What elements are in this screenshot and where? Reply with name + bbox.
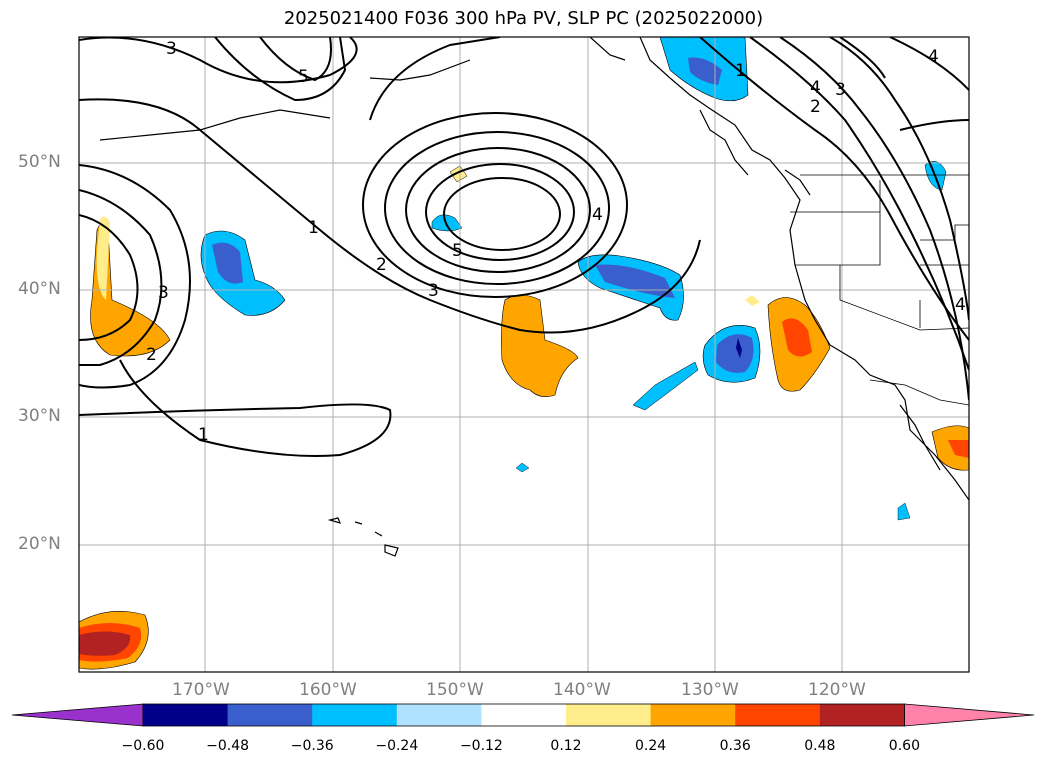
- colorbar-extend-high: [904, 703, 1035, 727]
- colorbar-segment: [819, 704, 905, 726]
- contour-label: 4: [592, 205, 603, 225]
- colorbar-tick-label: 0.36: [719, 738, 751, 754]
- colorbar-segment: [396, 704, 482, 726]
- contour-label: 2: [810, 97, 821, 117]
- contour-label: 1: [308, 218, 319, 238]
- slp-contours: [79, 37, 969, 457]
- colorbar-segment: [312, 704, 398, 726]
- lat-label: 30°N: [18, 406, 61, 426]
- map-title: 2025021400 F036 300 hPa PV, SLP PC (2025…: [283, 8, 764, 29]
- contour-label: 5: [452, 241, 463, 261]
- colorbar-extend-low: [11, 703, 144, 727]
- colorbar-tick-label: −0.60: [121, 738, 165, 754]
- map-frame: [78, 36, 970, 673]
- colorbar-segment: [227, 704, 313, 726]
- graticule: [79, 37, 969, 672]
- lat-label: 40°N: [18, 279, 61, 299]
- contour-label: 4: [955, 295, 966, 315]
- lon-label: 120°W: [808, 680, 866, 700]
- colorbar-segment: [481, 704, 567, 726]
- contour-label: 3: [158, 283, 169, 303]
- lon-label: 170°W: [172, 680, 230, 700]
- contour-label: 1: [198, 425, 209, 445]
- pv-positive-central: [501, 294, 579, 397]
- lon-label: 140°W: [553, 680, 611, 700]
- contour-label: 3: [428, 281, 439, 301]
- political-borders: [790, 174, 969, 406]
- lon-label: 150°W: [426, 680, 484, 700]
- colorbar-segment: [650, 704, 736, 726]
- colorbar-tick-label: 0.12: [550, 738, 582, 754]
- colorbar-segment: [566, 704, 652, 726]
- contour-label: 4: [810, 78, 821, 98]
- contour-label: 2: [146, 345, 157, 365]
- colorbar-tick-label: 0.48: [804, 738, 836, 754]
- contour-label: 1: [735, 61, 746, 81]
- contour-label: 3: [835, 80, 846, 100]
- colorbar-segment: [735, 704, 821, 726]
- colorbar-tick-label: −0.36: [290, 738, 334, 754]
- contour-labels: 3 5 1 2 4 5 3 1 2 3 4 2 1 3 4 4: [146, 39, 966, 445]
- lon-label: 160°W: [299, 680, 357, 700]
- colorbar-tick-label: −0.24: [375, 738, 419, 754]
- colorbar-tick-label: 0.24: [635, 738, 667, 754]
- contour-label: 4: [928, 47, 939, 67]
- colorbar-tick-label: −0.48: [206, 738, 250, 754]
- colorbar-tick-label: 0.60: [888, 738, 920, 754]
- colorbar-frame: [142, 703, 905, 727]
- lat-label: 50°N: [18, 152, 61, 172]
- lon-label: 130°W: [681, 680, 739, 700]
- contour-label: 3: [166, 39, 177, 59]
- colorbar-tick-label: −0.12: [459, 738, 503, 754]
- colorbar-segment: [143, 704, 229, 726]
- pv-positive-mexico: [931, 425, 969, 471]
- map-panel: 3 5 1 2 4 5 3 1 2 3 4 2 1 3 4 4: [78, 36, 970, 673]
- lat-label: 20°N: [18, 534, 61, 554]
- contour-label: 2: [376, 255, 387, 275]
- contour-label: 5: [298, 67, 309, 87]
